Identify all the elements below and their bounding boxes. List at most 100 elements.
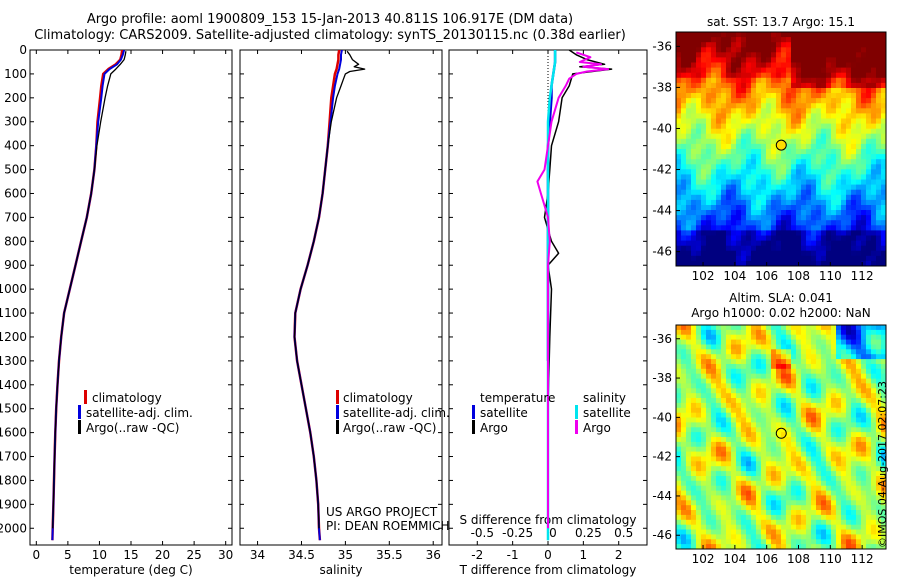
heatmap-cell (721, 169, 727, 175)
heatmap-cell (796, 529, 802, 535)
x-tick-label: 0 (32, 548, 40, 562)
heatmap-cell (811, 422, 817, 428)
heatmap-cell (821, 456, 827, 462)
heatmap-cell (836, 128, 842, 135)
heatmap-cell (746, 456, 752, 462)
heatmap-cell (826, 245, 832, 252)
heatmap-cell (681, 98, 687, 104)
heatmap-cell (681, 349, 687, 355)
heatmap-cell (826, 373, 832, 380)
heatmap-cell (736, 189, 742, 196)
heatmap-cell (881, 42, 886, 48)
y-tick-label: -40 (652, 410, 672, 424)
heatmap-cell (881, 402, 886, 409)
heatmap-cell (776, 446, 782, 453)
heatmap-cell (676, 240, 682, 247)
heatmap-cell (776, 169, 782, 175)
heatmap-cell (761, 500, 767, 506)
heatmap-cell (841, 339, 847, 346)
heatmap-cell (821, 52, 827, 58)
heatmap-cell (836, 123, 842, 130)
heatmap-cell (691, 255, 697, 262)
heatmap-cell (756, 220, 762, 226)
heatmap-cell (881, 154, 886, 160)
heatmap-cell (821, 245, 827, 252)
heatmap-cell (686, 378, 692, 385)
heatmap-cell (776, 93, 782, 99)
heatmap-cell (766, 432, 772, 438)
heatmap-cell (776, 72, 782, 79)
heatmap-cell (761, 113, 767, 120)
heatmap-cell (766, 37, 772, 43)
heatmap-cell (746, 451, 752, 458)
heatmap-cell (831, 103, 837, 109)
heatmap-cell (811, 529, 817, 535)
heatmap-cell (811, 441, 817, 448)
heatmap-cell (721, 344, 727, 350)
heatmap-cell (836, 480, 842, 487)
heatmap-cell (716, 417, 722, 423)
heatmap-cell (831, 143, 837, 150)
heatmap-cell (791, 255, 797, 262)
heatmap-cell (741, 446, 747, 453)
heatmap-cell (766, 471, 772, 477)
heatmap-cell (781, 398, 787, 404)
heatmap-cell (696, 539, 702, 545)
heatmap-cell (746, 402, 752, 409)
heatmap-cell (681, 490, 687, 497)
heatmap-cell (721, 108, 727, 114)
heatmap-cell (766, 495, 772, 501)
heatmap-cell (776, 373, 782, 380)
heatmap-cell (881, 128, 886, 135)
heatmap-cell (796, 349, 802, 355)
heatmap-cell (771, 113, 777, 120)
heatmap-cell (776, 500, 782, 506)
heatmap-cell (691, 407, 697, 414)
heatmap-cell (681, 52, 687, 58)
heatmap-cell (876, 373, 882, 380)
heatmap-cell (676, 422, 682, 428)
heatmap-cell (751, 62, 757, 69)
heatmap-cell (846, 103, 852, 109)
heatmap-cell (696, 505, 702, 511)
heatmap-cell (716, 82, 722, 89)
heatmap-cell (696, 235, 702, 242)
heatmap-cell (846, 373, 852, 380)
heatmap-cell (761, 407, 767, 414)
heatmap-cell (871, 364, 877, 370)
heatmap-cell (821, 344, 827, 350)
heatmap-cell (836, 344, 842, 350)
heatmap-cell (851, 402, 857, 409)
heatmap-cell (801, 388, 807, 394)
heatmap-cell (836, 368, 842, 375)
heatmap-cell (761, 159, 767, 165)
heatmap-cell (756, 103, 762, 109)
heatmap-cell (726, 149, 732, 155)
heatmap-cell (786, 359, 792, 365)
heatmap-cell (821, 98, 827, 104)
heatmap-cell (771, 88, 777, 94)
heatmap-cell (791, 245, 797, 252)
heatmap-cell (696, 240, 702, 247)
heatmap-cell (811, 402, 817, 409)
heatmap-cell (701, 72, 707, 79)
heatmap-cell (836, 539, 842, 545)
heatmap-cell (756, 164, 762, 170)
heatmap-cell (686, 72, 692, 79)
heatmap-cell (861, 500, 867, 506)
heatmap-cell (881, 529, 886, 535)
heatmap-cell (706, 72, 712, 79)
heatmap-cell (791, 437, 797, 443)
heatmap-cell (686, 138, 692, 145)
heatmap-cell (686, 159, 692, 165)
heatmap-cell (721, 230, 727, 237)
heatmap-cell (806, 255, 812, 262)
heatmap-cell (736, 149, 742, 155)
heatmap-cell (721, 427, 727, 433)
heatmap-cell (811, 82, 817, 89)
heatmap-cell (681, 103, 687, 109)
heatmap-cell (741, 393, 747, 399)
heatmap-cell (826, 88, 832, 94)
heatmap-cell (846, 57, 852, 64)
heatmap-cell (786, 113, 792, 120)
